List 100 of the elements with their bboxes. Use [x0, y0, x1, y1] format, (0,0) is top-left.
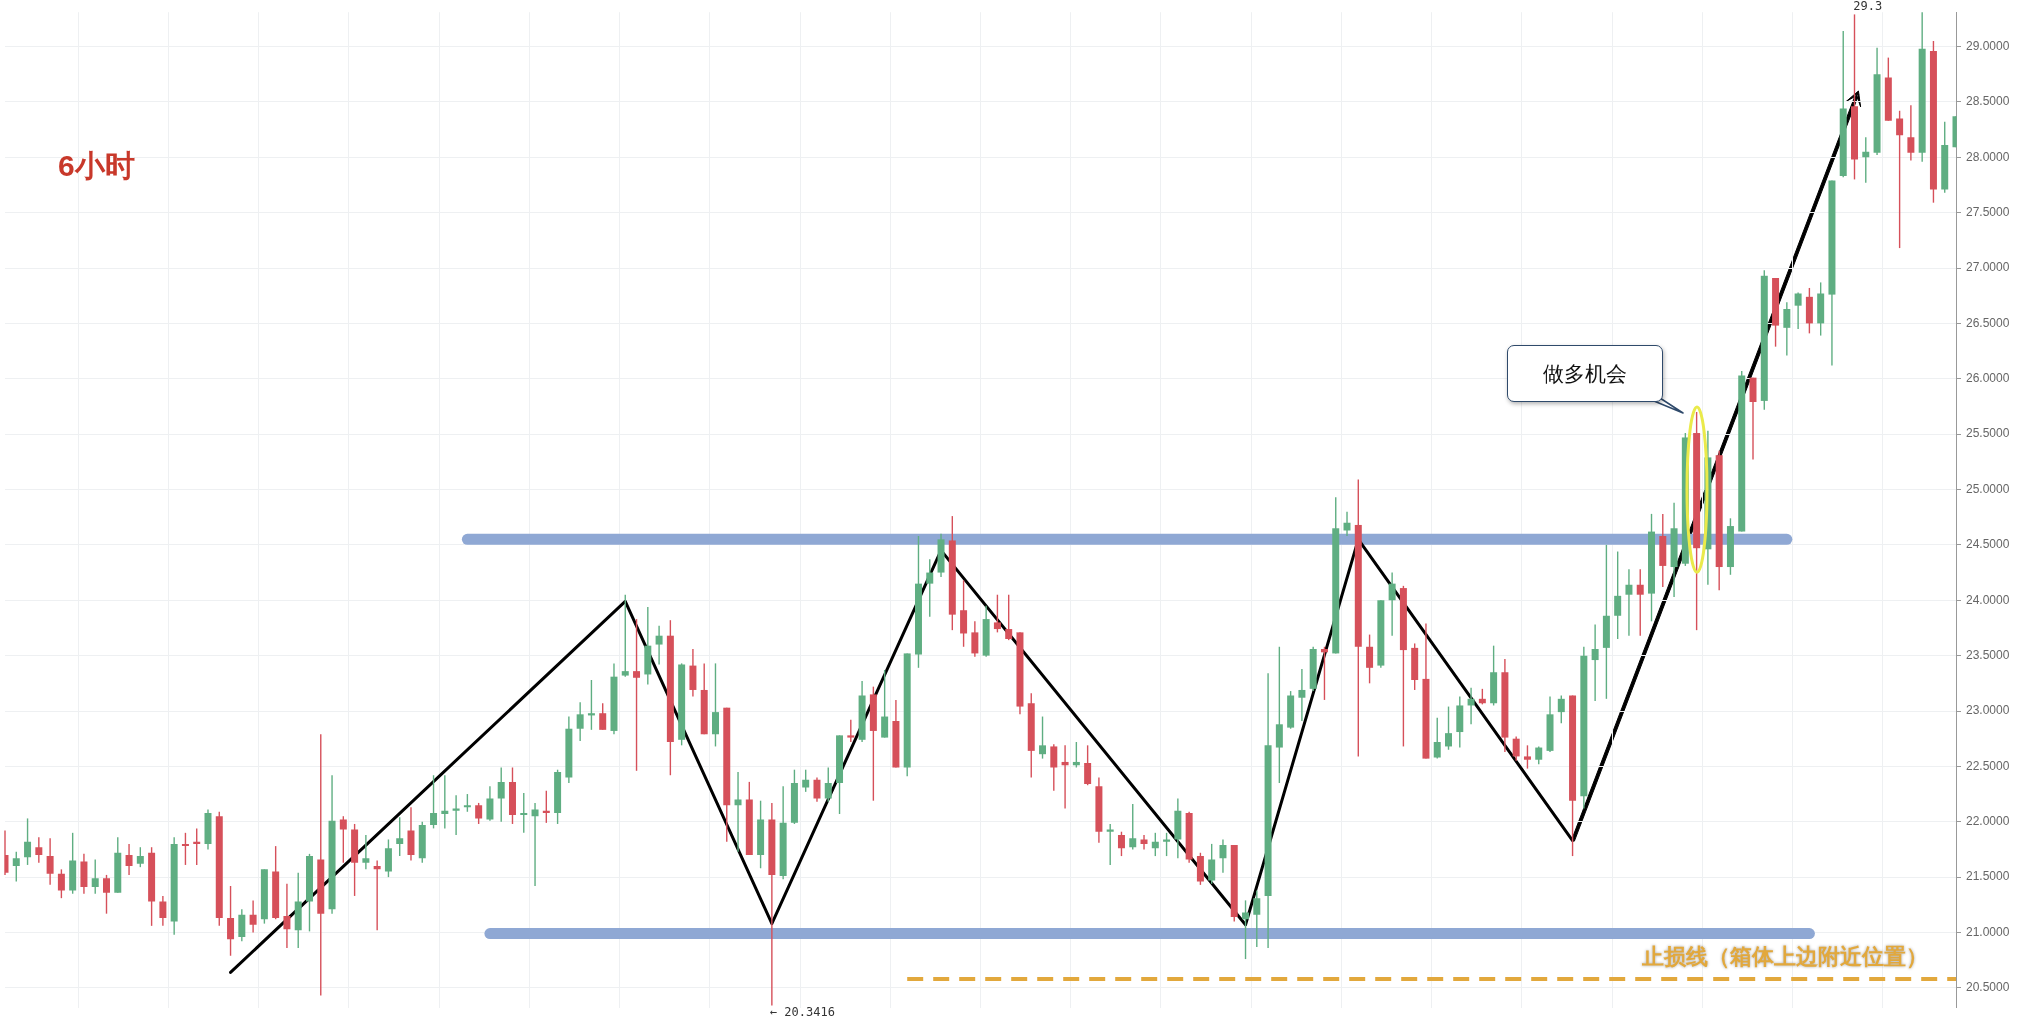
- candlestick: [1636, 568, 1644, 637]
- candlestick: [362, 834, 370, 871]
- candlestick: [1591, 623, 1599, 702]
- candlestick: [847, 719, 855, 743]
- candlestick: [1388, 571, 1396, 637]
- candlestick: [12, 850, 20, 883]
- candlestick: [1106, 823, 1114, 866]
- candlestick: [926, 558, 934, 618]
- candlestick: [1163, 832, 1171, 857]
- text: 6小时: [58, 149, 135, 182]
- candlestick: [1129, 803, 1137, 851]
- candlestick: [1005, 594, 1013, 641]
- candlestick: [159, 895, 167, 927]
- candlestick: [1794, 291, 1802, 330]
- candlestick: [430, 774, 438, 830]
- candlestick: [802, 769, 810, 793]
- candlestick: [373, 859, 381, 931]
- candlestick: [993, 594, 1001, 634]
- annotation: 做多机会: [1507, 345, 1663, 402]
- y-tick-label: 26.0000: [1966, 371, 2010, 386]
- y-tick-label: 27.5000: [1966, 204, 2010, 219]
- candlestick: [542, 790, 550, 824]
- candlestick: [520, 792, 528, 834]
- y-tick-label: 27.0000: [1966, 260, 2010, 275]
- candlestick: [57, 868, 65, 899]
- y-tick-label: 25.0000: [1966, 481, 2010, 496]
- candlestick: [1896, 110, 1904, 249]
- y-tick-label: 24.0000: [1966, 592, 2010, 607]
- candlestick: [1512, 735, 1520, 762]
- candlestick: [1219, 838, 1227, 874]
- y-tick-label: 29.0000: [1966, 38, 2010, 53]
- candlestick: [971, 620, 979, 658]
- candlestick: [441, 774, 449, 830]
- candlestick: [1117, 831, 1125, 857]
- candlestick: [531, 802, 539, 887]
- candlestick: [227, 885, 235, 957]
- candlestick: [1433, 716, 1441, 760]
- candlestick: [1208, 843, 1216, 885]
- candlestick: [599, 702, 607, 731]
- candlestick: [1320, 646, 1328, 701]
- y-tick-label: 22.0000: [1966, 814, 2010, 829]
- candlestick: [339, 815, 347, 864]
- candlestick: [1907, 104, 1915, 162]
- candlestick: [655, 625, 663, 666]
- y-tick-label: 22.5000: [1966, 758, 2010, 773]
- candlestick: [587, 679, 595, 731]
- candlestick: [1445, 705, 1453, 751]
- y-tick-label: 21.5000: [1966, 869, 2010, 884]
- candlestick: [497, 766, 505, 823]
- candlestick: [1343, 510, 1351, 537]
- candlestick: [576, 701, 584, 742]
- candlestick: [1523, 744, 1531, 770]
- candlestick: [1242, 899, 1250, 960]
- candlestick: [238, 908, 246, 943]
- candlestick: [633, 618, 641, 772]
- candlestick: [824, 766, 832, 803]
- candlestick: [24, 817, 32, 866]
- candlestick: [384, 838, 392, 878]
- candlestick: [734, 771, 742, 853]
- candlestick: [1467, 687, 1475, 725]
- candlestick: [125, 843, 133, 876]
- candlestick: [396, 816, 404, 857]
- candlestick: [475, 802, 483, 825]
- annotation: ← 20.3416: [769, 1005, 835, 1020]
- candlestick: [711, 662, 719, 748]
- candlestick: [249, 899, 257, 934]
- candlestick: [1625, 568, 1633, 637]
- candlestick: [1050, 743, 1058, 792]
- candlestick: [193, 827, 201, 866]
- candlestick: [283, 883, 291, 949]
- y-tick-label: 25.5000: [1966, 426, 2010, 441]
- candlestick: [91, 858, 99, 895]
- y-tick-label: 28.0000: [1966, 149, 2010, 164]
- y-tick-label: 28.5000: [1966, 94, 2010, 109]
- y-tick-label: 23.0000: [1966, 703, 2010, 718]
- y-tick-label: 26.5000: [1966, 315, 2010, 330]
- candlestick: [621, 594, 629, 678]
- y-tick-label: 20.5000: [1966, 980, 2010, 995]
- candlestick: [1783, 301, 1791, 357]
- candlestick: [1061, 744, 1069, 810]
- candlestick: [881, 669, 889, 739]
- candlestick: [1298, 668, 1306, 722]
- candlestick: [35, 836, 43, 864]
- candlestick: [1151, 832, 1159, 857]
- candlestick: [486, 785, 494, 822]
- candlestick: [136, 846, 144, 868]
- candlestick: [1366, 633, 1374, 685]
- annotation: 29.3: [1853, 0, 1883, 14]
- candlestick: [1039, 715, 1047, 760]
- series-label: 止损线（箱体上边附近位置）: [1641, 944, 1928, 970]
- candlestick: [1275, 646, 1283, 784]
- candlestick: [1140, 834, 1148, 851]
- y-tick-label: 21.0000: [1966, 924, 2010, 939]
- candlestick: [1253, 889, 1261, 948]
- candlestick: [1072, 741, 1080, 769]
- y-tick-label: 24.5000: [1966, 537, 2010, 552]
- candlestick: [452, 794, 460, 836]
- candlestick: [1614, 550, 1622, 640]
- candlestick: [1862, 136, 1870, 184]
- y-tick-label: 23.5000: [1966, 647, 2010, 662]
